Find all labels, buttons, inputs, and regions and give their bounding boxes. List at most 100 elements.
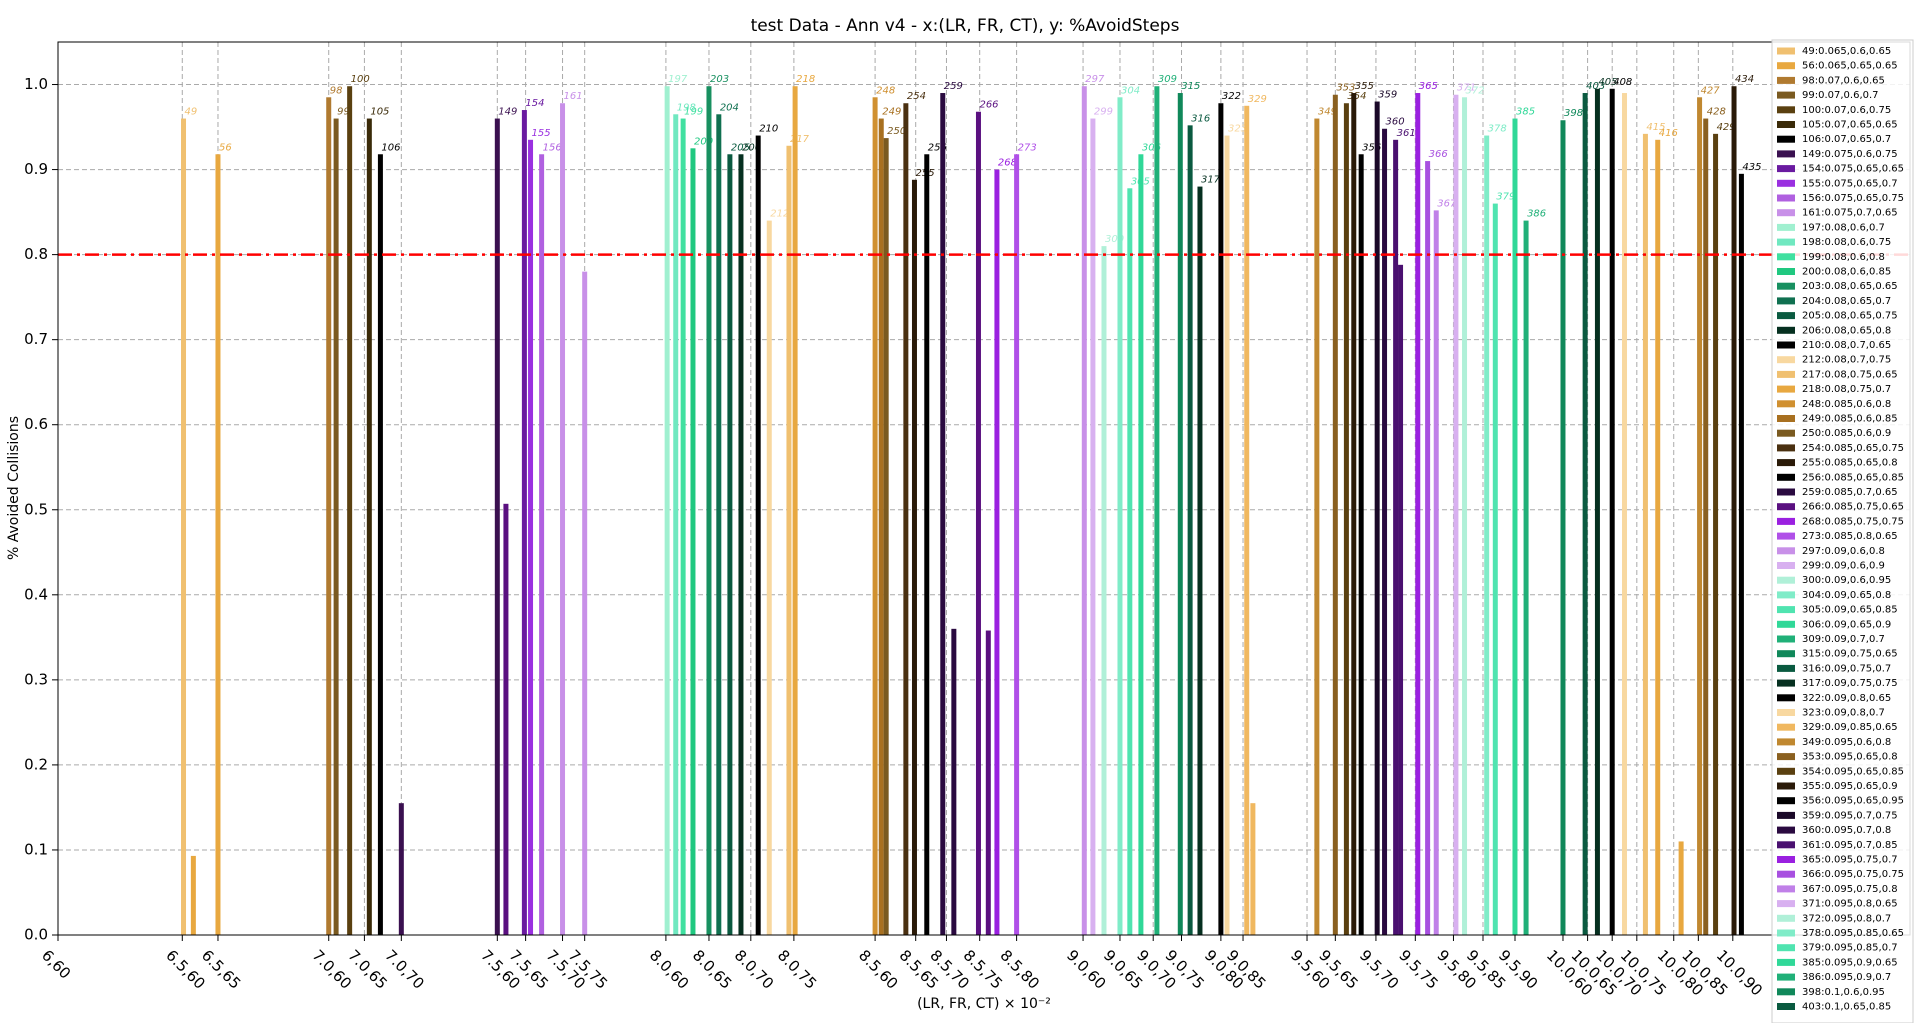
- legend-label: 205:0.08,0.65,0.75: [1802, 311, 1898, 322]
- bar: [872, 97, 878, 936]
- bar-id-label: 322: [1222, 91, 1241, 102]
- legend-label: 371:0.095,0.8,0.65: [1802, 899, 1898, 910]
- bar: [1523, 220, 1529, 936]
- legend-swatch: [1777, 841, 1795, 849]
- legend-label: 361:0.095,0.7,0.85: [1802, 840, 1898, 851]
- legend-swatch: [1777, 341, 1795, 349]
- bar: [1462, 97, 1468, 936]
- bar: [664, 86, 670, 936]
- bar: [1655, 139, 1661, 936]
- legend-label: 322:0.09,0.8,0.65: [1802, 693, 1891, 704]
- legend-label: 105:0.07,0.65,0.65: [1802, 120, 1898, 131]
- legend-label: 249:0.085,0.6,0.85: [1802, 414, 1898, 425]
- bar-id-label: 371: [1457, 83, 1476, 94]
- legend-label: 248:0.085,0.6,0.8: [1802, 399, 1891, 410]
- legend-label: 356:0.095,0.65,0.95: [1802, 796, 1904, 807]
- legend-swatch: [1777, 650, 1795, 658]
- bar: [1127, 188, 1133, 935]
- bar: [1484, 135, 1490, 936]
- legend-swatch: [1777, 753, 1795, 761]
- bar: [727, 154, 733, 935]
- bar-id-label: 100: [351, 74, 370, 85]
- legend-swatch: [1777, 400, 1795, 408]
- legend-swatch: [1777, 635, 1795, 643]
- bar-id-label: 317: [1201, 175, 1221, 186]
- bar-id-label: 361: [1397, 128, 1416, 139]
- legend-label: 297:0.09,0.6,0.8: [1802, 546, 1885, 557]
- y-tick-label: 0.2: [24, 755, 48, 773]
- bar: [1314, 118, 1320, 936]
- legend-swatch: [1777, 282, 1795, 290]
- legend-swatch: [1777, 988, 1795, 996]
- bar: [1358, 154, 1364, 935]
- legend-label: 360:0.095,0.7,0.8: [1802, 825, 1891, 836]
- legend-swatch: [1777, 179, 1795, 187]
- bar-id-label: 349: [1318, 107, 1337, 118]
- legend-swatch: [1777, 914, 1795, 922]
- bar: [1697, 97, 1703, 936]
- bar-id-label: 155: [532, 128, 551, 139]
- legend-label: 218:0.08,0.75,0.7: [1802, 384, 1891, 395]
- bar-id-label: 106: [381, 142, 400, 153]
- bar: [1609, 88, 1615, 936]
- bar: [951, 628, 957, 935]
- legend-swatch: [1777, 238, 1795, 246]
- legend-label: 385:0.095,0.9,0.65: [1802, 957, 1898, 968]
- bar-id-label: 366: [1429, 149, 1448, 160]
- legend-swatch: [1777, 312, 1795, 320]
- y-axis-label: % Avoided Collisions: [6, 416, 22, 560]
- bar: [1187, 125, 1193, 935]
- bar-id-label: 197: [668, 74, 688, 85]
- bar-id-label: 268: [998, 158, 1017, 169]
- legend-swatch: [1777, 782, 1795, 790]
- y-tick-label: 0.9: [24, 160, 48, 178]
- bar-id-label: 378: [1488, 124, 1507, 135]
- legend-swatch: [1777, 385, 1795, 393]
- legend-label: 359:0.095,0.7,0.75: [1802, 810, 1898, 821]
- bar: [503, 503, 509, 935]
- bar-id-label: 204: [720, 102, 739, 113]
- legend-label: 149:0.075,0.6,0.75: [1802, 149, 1898, 160]
- legend-label: 198:0.08,0.6,0.75: [1802, 237, 1891, 248]
- bar: [883, 138, 889, 935]
- y-tick-label: 0.1: [24, 840, 48, 858]
- bar-id-label: 434: [1735, 74, 1754, 85]
- y-tick-label: 0.5: [24, 500, 48, 518]
- bar: [924, 154, 930, 935]
- legend-swatch: [1777, 370, 1795, 378]
- bar-id-label: 367: [1437, 198, 1457, 209]
- legend-label: 206:0.08,0.65,0.8: [1802, 325, 1891, 336]
- legend-swatch: [1777, 958, 1795, 966]
- legend-label: 161:0.075,0.7,0.65: [1802, 208, 1898, 219]
- legend-swatch: [1777, 856, 1795, 863]
- legend-label: 378:0.095,0.85,0.65: [1802, 928, 1904, 939]
- bar: [1351, 93, 1357, 936]
- legend-label: 156:0.075,0.65,0.75: [1802, 193, 1904, 204]
- legend-swatch: [1777, 47, 1795, 55]
- bar: [1014, 154, 1020, 935]
- bar: [1415, 93, 1421, 936]
- legend-label: 259:0.085,0.7,0.65: [1802, 487, 1898, 498]
- bar: [494, 118, 500, 936]
- y-tick-label: 0.8: [24, 245, 48, 263]
- legend-label: 100:0.07,0.6,0.75: [1802, 105, 1891, 116]
- bar: [347, 86, 353, 936]
- bar-id-label: 266: [979, 100, 998, 111]
- bar-id-label: 386: [1527, 209, 1546, 220]
- bar-id-label: 360: [1386, 117, 1405, 128]
- bar: [994, 169, 1000, 936]
- bar-id-label: 315: [1181, 81, 1200, 92]
- legend-label: 304:0.09,0.65,0.8: [1802, 590, 1891, 601]
- legend-label: 306:0.09,0.65,0.9: [1802, 619, 1891, 630]
- x-axis-label: (LR, FR, CT) × 10⁻²: [917, 996, 1051, 1012]
- bar: [1197, 186, 1203, 936]
- bar-id-label: 212: [770, 209, 789, 220]
- bar-id-label: 198: [677, 102, 696, 113]
- bar: [1343, 103, 1349, 936]
- bar-id-label: 105: [370, 107, 389, 118]
- legend-swatch: [1777, 797, 1795, 805]
- bar: [1560, 120, 1566, 935]
- legend-swatch: [1777, 576, 1795, 584]
- legend-label: 309:0.09,0.7,0.7: [1802, 634, 1885, 645]
- bar-id-label: 304: [1121, 85, 1140, 96]
